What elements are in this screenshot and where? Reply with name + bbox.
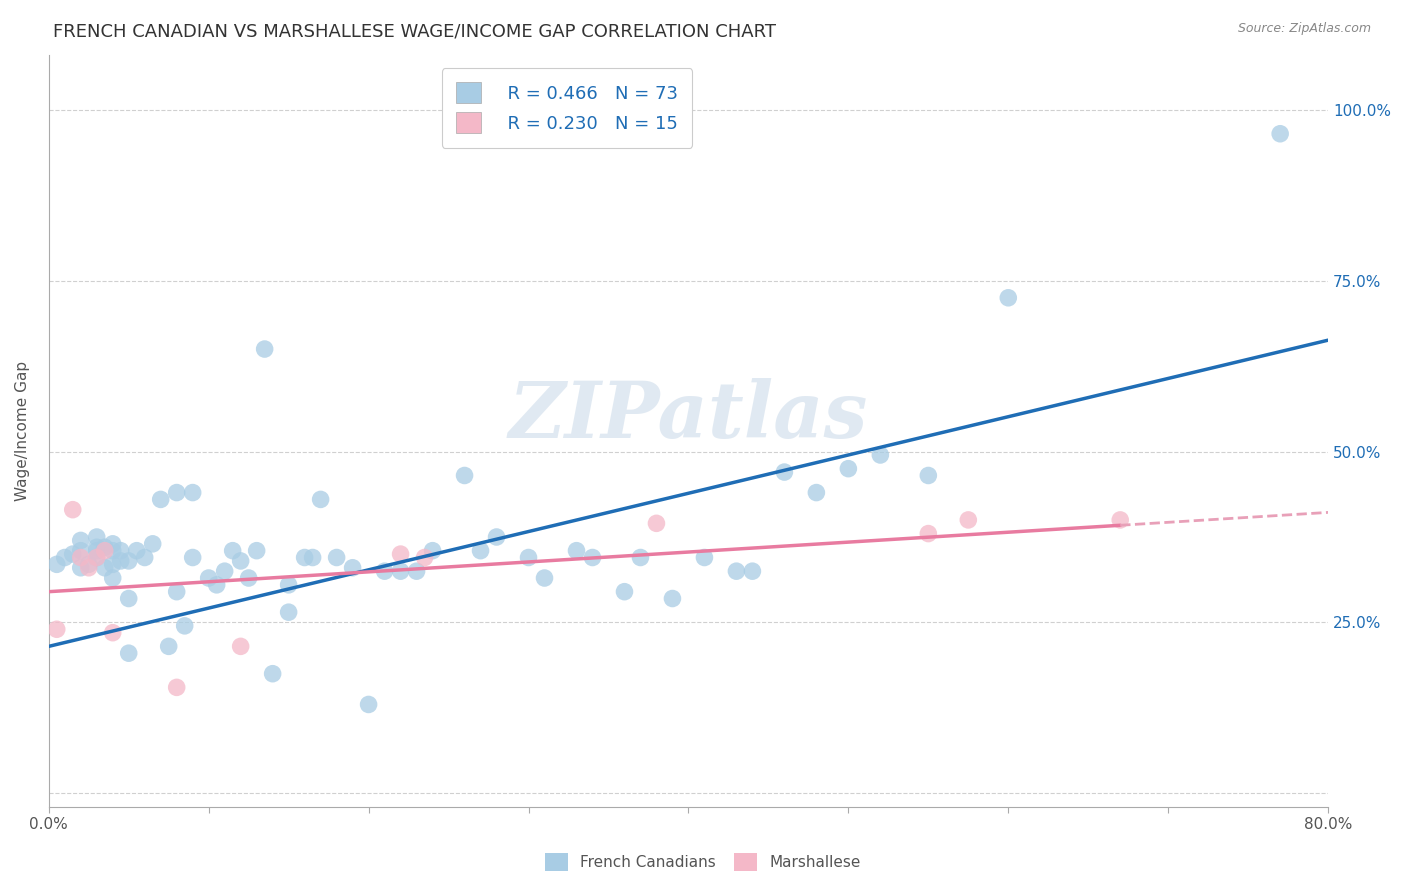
Point xyxy=(101,537,124,551)
Point xyxy=(957,513,980,527)
Legend:   R = 0.466   N = 73,   R = 0.230   N = 15: R = 0.466 N = 73, R = 0.230 N = 15 xyxy=(441,68,692,147)
Point xyxy=(101,543,124,558)
Text: ZIPatlas: ZIPatlas xyxy=(509,378,868,454)
Point xyxy=(837,461,859,475)
Point xyxy=(110,543,132,558)
Point xyxy=(125,543,148,558)
Point xyxy=(277,578,299,592)
Point xyxy=(453,468,475,483)
Point xyxy=(181,485,204,500)
Point xyxy=(173,619,195,633)
Point xyxy=(110,554,132,568)
Point xyxy=(661,591,683,606)
Point xyxy=(357,698,380,712)
Point xyxy=(101,571,124,585)
Point xyxy=(118,591,141,606)
Point xyxy=(806,485,828,500)
Point xyxy=(869,448,891,462)
Point xyxy=(581,550,603,565)
Point xyxy=(69,550,91,565)
Point xyxy=(485,530,508,544)
Point xyxy=(413,550,436,565)
Text: Source: ZipAtlas.com: Source: ZipAtlas.com xyxy=(1237,22,1371,36)
Point xyxy=(69,533,91,548)
Point xyxy=(86,550,108,565)
Point xyxy=(221,543,243,558)
Point xyxy=(77,558,100,572)
Point xyxy=(86,550,108,565)
Point xyxy=(157,640,180,654)
Point xyxy=(86,543,108,558)
Point xyxy=(997,291,1019,305)
Point xyxy=(197,571,219,585)
Point xyxy=(142,537,165,551)
Point xyxy=(405,564,427,578)
Point xyxy=(517,550,540,565)
Point xyxy=(77,561,100,575)
Point xyxy=(1109,513,1132,527)
Point xyxy=(181,550,204,565)
Point xyxy=(630,550,652,565)
Point xyxy=(69,543,91,558)
Point xyxy=(741,564,763,578)
Point xyxy=(166,584,188,599)
Point xyxy=(693,550,716,565)
Point xyxy=(62,547,84,561)
Point xyxy=(565,543,588,558)
Point xyxy=(342,561,364,575)
Point xyxy=(166,485,188,500)
Point xyxy=(374,564,396,578)
Point xyxy=(229,554,252,568)
Point xyxy=(93,541,115,555)
Point xyxy=(917,526,939,541)
Point xyxy=(246,543,269,558)
Point xyxy=(62,502,84,516)
Point xyxy=(533,571,555,585)
Point xyxy=(422,543,444,558)
Point xyxy=(53,550,76,565)
Point xyxy=(118,646,141,660)
Point xyxy=(214,564,236,578)
Point xyxy=(101,558,124,572)
Point xyxy=(294,550,316,565)
Text: FRENCH CANADIAN VS MARSHALLESE WAGE/INCOME GAP CORRELATION CHART: FRENCH CANADIAN VS MARSHALLESE WAGE/INCO… xyxy=(53,22,776,40)
Point xyxy=(773,465,796,479)
Point xyxy=(325,550,347,565)
Point xyxy=(69,561,91,575)
Point xyxy=(470,543,492,558)
Point xyxy=(301,550,323,565)
Point xyxy=(309,492,332,507)
Point xyxy=(134,550,156,565)
Point xyxy=(277,605,299,619)
Point xyxy=(229,640,252,654)
Point xyxy=(93,561,115,575)
Point xyxy=(86,541,108,555)
Point xyxy=(45,558,67,572)
Point xyxy=(101,625,124,640)
Legend: French Canadians, Marshallese: French Canadians, Marshallese xyxy=(538,847,868,877)
Point xyxy=(389,564,412,578)
Point xyxy=(1268,127,1291,141)
Point xyxy=(253,342,276,356)
Point xyxy=(917,468,939,483)
Point xyxy=(93,543,115,558)
Point xyxy=(613,584,636,599)
Point xyxy=(149,492,172,507)
Point xyxy=(645,516,668,531)
Point xyxy=(262,666,284,681)
Point xyxy=(389,547,412,561)
Point xyxy=(166,681,188,695)
Point xyxy=(45,622,67,636)
Point xyxy=(725,564,748,578)
Point xyxy=(238,571,260,585)
Point xyxy=(205,578,228,592)
Point xyxy=(86,530,108,544)
Y-axis label: Wage/Income Gap: Wage/Income Gap xyxy=(15,361,30,501)
Point xyxy=(118,554,141,568)
